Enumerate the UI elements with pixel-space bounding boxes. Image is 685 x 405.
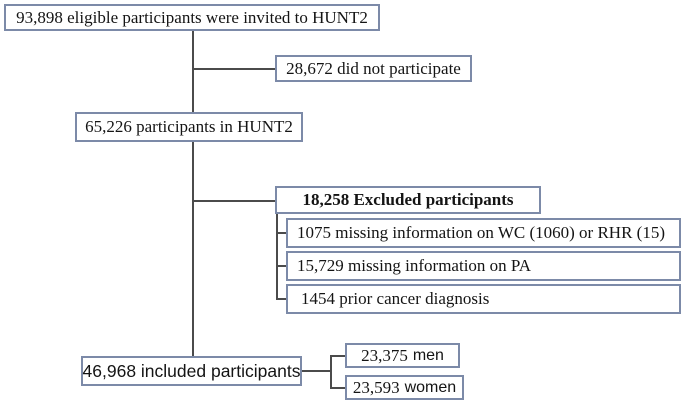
box-excluded-reason-cancer: 1454 prior cancer diagnosis [286,284,681,314]
box-men-label: men [412,346,444,364]
connector-men-women-bracket [330,355,332,388]
connector-branch-not-participate [192,68,275,70]
box-not-participate-text: 28,672 did not participate [286,58,461,78]
box-women-label: women [404,378,457,396]
box-invited-text: 93,898 eligible participants were invite… [16,7,368,27]
connector-main-vertical-bottom [192,141,194,356]
box-hunt2-participants-text: 65,226 participants in HUNT2 [85,117,293,136]
box-women: 23,593 women [345,375,464,400]
connector-excluded-reason-2 [276,265,286,267]
connector-men [330,355,345,357]
connector-women [330,387,345,389]
box-invited: 93,898 eligible participants were invite… [4,4,380,31]
connector-excluded-bracket [276,214,278,299]
connector-branch-excluded [192,200,275,202]
box-excluded-header: 18,258 Excluded participants [275,186,541,214]
connector-excluded-reason-3 [276,298,286,300]
box-excluded-reason-wc-rhr: 1075 missing information on WC (1060) or… [286,218,681,248]
box-women-number: 23,593 [352,377,400,397]
excluded-reason-wc-rhr-text: 1075 missing information on WC (1060) or… [297,223,665,242]
excluded-reason-cancer-text: 1454 prior cancer diagnosis [301,289,490,308]
connector-excluded-reason-1 [276,232,286,234]
box-not-participate: 28,672 did not participate [275,55,472,82]
box-men-number: 23,375 [361,345,408,365]
excluded-reason-pa-text: 15,729 missing information on PA [297,256,532,275]
box-excluded-reason-pa: 15,729 missing information on PA [286,251,681,281]
box-included: 46,968 included participants [81,356,302,386]
box-excluded-header-text: 18,258 Excluded participants [302,190,514,209]
box-men: 23,375 men [345,343,460,368]
connector-included-right [302,370,330,372]
box-included-text: 46,968 included participants [82,360,301,381]
connector-main-vertical-top [192,31,194,113]
box-hunt2-participants: 65,226 participants in HUNT2 [75,112,303,142]
